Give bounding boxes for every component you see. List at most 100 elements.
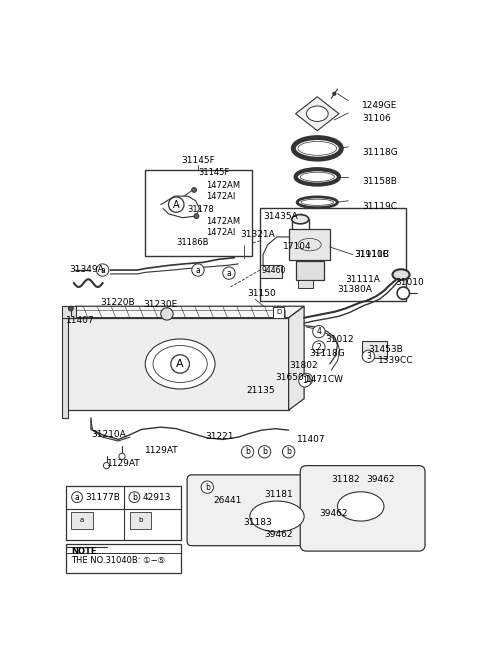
Polygon shape — [66, 306, 304, 318]
Text: a: a — [75, 493, 79, 501]
Circle shape — [119, 453, 125, 459]
Text: 31453B: 31453B — [369, 345, 403, 355]
Bar — [66, 486, 181, 540]
Text: 1472AM: 1472AM — [206, 181, 240, 190]
Ellipse shape — [145, 339, 215, 389]
Bar — [289, 229, 330, 260]
Text: 31911B: 31911B — [355, 250, 389, 259]
Text: D: D — [276, 309, 281, 316]
Ellipse shape — [298, 142, 336, 156]
Bar — [145, 170, 252, 256]
Text: 31119C: 31119C — [362, 202, 397, 210]
Text: b: b — [138, 517, 143, 523]
Text: 31349A: 31349A — [69, 265, 104, 273]
Text: 39462: 39462 — [264, 530, 293, 538]
Text: 1472AI: 1472AI — [206, 192, 235, 201]
Text: b: b — [205, 482, 210, 492]
Text: 31221: 31221 — [206, 432, 234, 441]
Text: 2: 2 — [316, 343, 321, 351]
Text: 31150: 31150 — [248, 289, 276, 297]
Circle shape — [312, 326, 325, 338]
Bar — [71, 512, 93, 529]
Text: 21135: 21135 — [246, 386, 275, 395]
Text: A: A — [173, 200, 180, 210]
Circle shape — [192, 188, 196, 192]
Circle shape — [171, 355, 190, 373]
Text: 17104: 17104 — [283, 243, 312, 251]
Text: 31380A: 31380A — [337, 285, 372, 295]
Circle shape — [129, 492, 140, 503]
Text: 31111A: 31111A — [345, 275, 380, 283]
Text: 31110C: 31110C — [355, 250, 389, 259]
Text: a: a — [80, 517, 84, 523]
Circle shape — [299, 375, 311, 387]
Text: 42913: 42913 — [142, 493, 171, 501]
Text: 3: 3 — [366, 352, 371, 360]
Bar — [130, 512, 152, 529]
Text: 31186B: 31186B — [176, 239, 209, 248]
Text: 31177B: 31177B — [85, 493, 120, 501]
Circle shape — [72, 492, 83, 503]
Circle shape — [69, 306, 73, 311]
Circle shape — [241, 445, 254, 458]
Circle shape — [96, 264, 109, 276]
Circle shape — [258, 445, 271, 458]
Text: 31012: 31012 — [325, 335, 354, 344]
Ellipse shape — [297, 197, 337, 208]
Circle shape — [282, 445, 295, 458]
Text: 1471CW: 1471CW — [306, 375, 345, 384]
Text: 31230E: 31230E — [144, 300, 178, 308]
Bar — [260, 266, 282, 277]
Text: NOTE: NOTE — [71, 547, 96, 556]
Text: 31183: 31183 — [243, 518, 272, 527]
Text: THE NO.31040B: ①−⑤: THE NO.31040B: ①−⑤ — [71, 556, 165, 565]
Text: b: b — [262, 447, 267, 456]
Bar — [260, 208, 406, 301]
Text: 31210A: 31210A — [91, 430, 126, 439]
Polygon shape — [296, 97, 339, 130]
Ellipse shape — [293, 138, 341, 159]
Polygon shape — [66, 318, 288, 410]
Ellipse shape — [393, 270, 409, 280]
Text: 11407: 11407 — [66, 316, 95, 326]
Bar — [296, 261, 324, 280]
Text: 4: 4 — [316, 327, 321, 336]
Text: 31118G: 31118G — [362, 148, 398, 157]
Circle shape — [397, 287, 409, 299]
Ellipse shape — [292, 215, 309, 224]
Circle shape — [223, 267, 235, 279]
Circle shape — [103, 463, 109, 469]
FancyBboxPatch shape — [187, 475, 316, 546]
Ellipse shape — [300, 172, 335, 181]
Text: a: a — [100, 266, 105, 275]
Text: 31145F: 31145F — [198, 167, 229, 177]
Text: 39462: 39462 — [366, 475, 395, 484]
Bar — [362, 341, 387, 358]
Ellipse shape — [250, 501, 304, 532]
Polygon shape — [61, 318, 68, 418]
Circle shape — [194, 214, 199, 218]
Bar — [66, 544, 181, 573]
Text: b: b — [245, 447, 250, 456]
Circle shape — [192, 264, 204, 276]
FancyBboxPatch shape — [300, 466, 425, 551]
Text: 31220B: 31220B — [100, 298, 135, 307]
Text: 31158B: 31158B — [362, 177, 397, 186]
Circle shape — [300, 373, 312, 386]
Bar — [298, 280, 313, 288]
Ellipse shape — [306, 106, 328, 121]
Text: A: A — [176, 359, 184, 369]
Text: 11407: 11407 — [297, 435, 326, 444]
Text: 26441: 26441 — [214, 496, 242, 505]
Polygon shape — [61, 306, 75, 318]
Text: 31321A: 31321A — [240, 230, 275, 239]
Circle shape — [168, 197, 184, 212]
Text: 1129AT: 1129AT — [145, 445, 179, 455]
Ellipse shape — [337, 492, 384, 521]
Text: 31106: 31106 — [362, 114, 391, 123]
Text: 31010: 31010 — [395, 278, 423, 287]
Circle shape — [362, 350, 375, 362]
Text: a: a — [227, 269, 231, 277]
Text: 31182: 31182 — [331, 475, 360, 484]
Text: 1472AM: 1472AM — [206, 217, 240, 226]
